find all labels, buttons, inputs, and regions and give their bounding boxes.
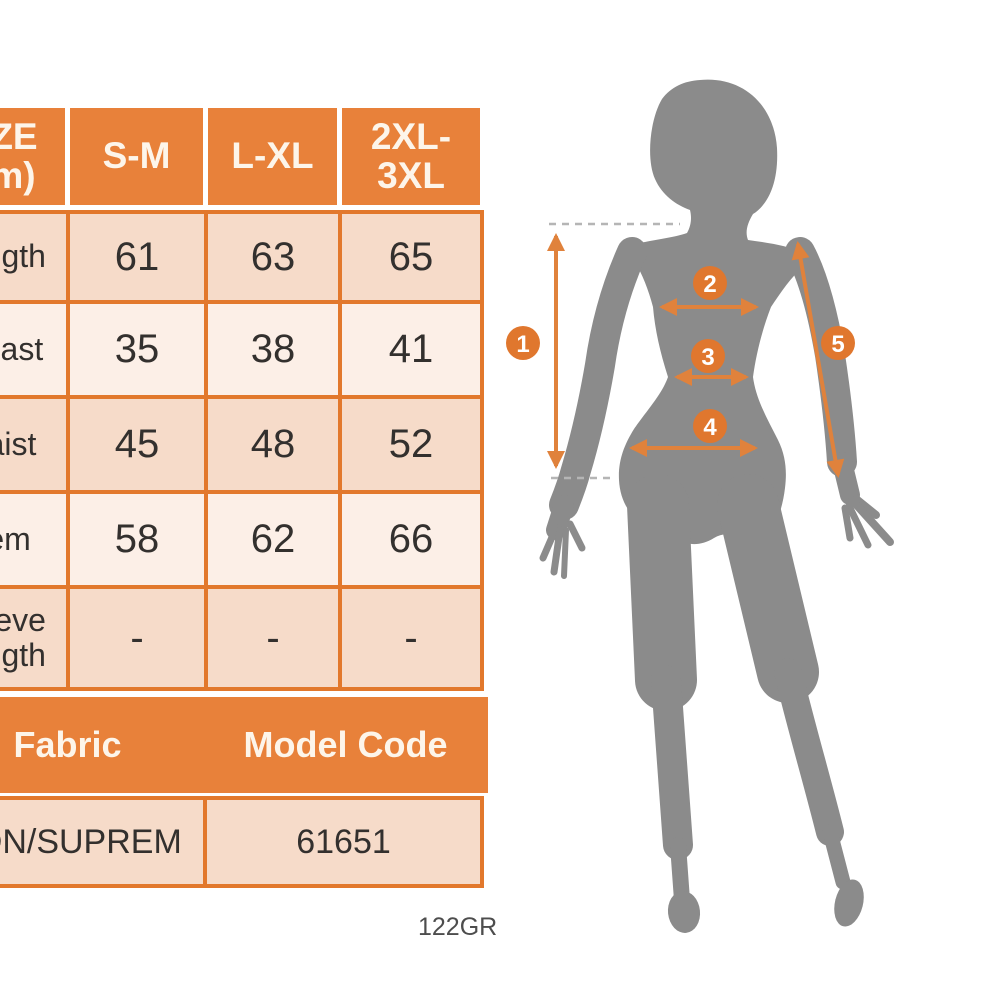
badge-4: 4: [693, 409, 727, 443]
badge-5: 5: [821, 326, 855, 360]
value-sleeve-l-xl: -: [208, 589, 342, 687]
column-header-2xl-3xl: 2XL-3XL: [342, 108, 480, 205]
silhouette-left-foot: [667, 891, 701, 933]
value-hem-s-m: 58: [70, 494, 208, 589]
fabric-modelcode-value-row: KON/SUPREM 61651: [0, 796, 488, 888]
badge-4-number: 4: [703, 414, 717, 441]
row-label-hem: Hem: [0, 494, 70, 589]
woman-silhouette: [539, 79, 894, 933]
badge-5-circle: [821, 326, 855, 360]
size-table-header-row: SIZE (cm) S-M L-XL 2XL-3XL: [0, 108, 488, 205]
badge-3: 3: [691, 339, 725, 373]
sleeve-arrow-5: [791, 241, 845, 478]
weight-footnote: 122GR: [418, 913, 498, 941]
size-table-body: Length 61 63 65 Breast 35 38 41 Waist 45…: [0, 210, 484, 691]
value-length-l-xl: 63: [208, 214, 342, 304]
row-label-waist: Waist: [0, 399, 70, 494]
badge-2-circle: [693, 266, 727, 300]
fabric-value: KON/SUPREM: [0, 796, 207, 888]
value-breast-s-m: 35: [70, 304, 208, 399]
value-hem-2xl-3xl: 66: [342, 494, 480, 589]
row-label-length: Length: [0, 214, 70, 304]
badge-2: 2: [693, 266, 727, 300]
value-sleeve-2xl-3xl: -: [342, 589, 480, 687]
badge-3-circle: [691, 339, 725, 373]
silhouette-right-foot: [834, 879, 864, 927]
badge-1-circle: [506, 326, 540, 360]
fabric-header: Fabric: [13, 724, 122, 765]
column-header-s-m: S-M: [70, 108, 208, 205]
measurement-arrows: [547, 233, 845, 478]
value-sleeve-s-m: -: [70, 589, 208, 687]
size-unit-line1: SIZE: [0, 115, 38, 157]
value-length-s-m: 61: [70, 214, 208, 304]
value-hem-l-xl: 62: [208, 494, 342, 589]
badge-5-number: 5: [831, 331, 844, 358]
value-length-2xl-3xl: 65: [342, 214, 480, 304]
fabric-modelcode-header-row: Fabric Model Code: [0, 697, 488, 793]
value-waist-l-xl: 48: [208, 399, 342, 494]
size-table: SIZE (cm) S-M L-XL 2XL-3XL Length 61 63 …: [0, 108, 488, 888]
badge-1-number: 1: [516, 331, 529, 358]
value-breast-2xl-3xl: 41: [342, 304, 480, 399]
badge-1: 1: [506, 326, 540, 360]
badge-2-number: 2: [703, 271, 716, 298]
badge-4-circle: [693, 409, 727, 443]
badge-3-number: 3: [701, 344, 714, 371]
value-waist-s-m: 45: [70, 399, 208, 494]
size-unit-header: SIZE (cm): [0, 108, 70, 205]
model-code-value: 61651: [207, 796, 484, 888]
silhouette-torso: [618, 79, 806, 545]
row-label-sleeve-length: Sleeve Length: [0, 589, 70, 687]
measurement-badges: 1 2 3 4 5: [506, 266, 855, 443]
row-label-breast: Breast: [0, 304, 70, 399]
model-code-header: Model Code: [243, 724, 448, 765]
dashed-guides: [549, 222, 680, 480]
value-waist-2xl-3xl: 52: [342, 399, 480, 494]
column-header-l-xl: L-XL: [208, 108, 342, 205]
value-breast-l-xl: 38: [208, 304, 342, 399]
size-unit-line2: (cm): [0, 154, 36, 196]
silhouette-legs: [627, 474, 851, 908]
